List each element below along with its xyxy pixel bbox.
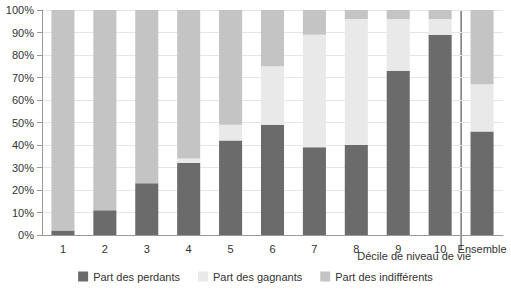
svg-text:Décile de niveau de vie: Décile de niveau de vie <box>357 250 471 262</box>
svg-text:1: 1 <box>60 243 66 255</box>
svg-text:Part des gagnants: Part des gagnants <box>213 271 303 283</box>
svg-text:Part des indifférents: Part des indifférents <box>335 271 433 283</box>
svg-text:Part des perdants: Part des perdants <box>93 271 180 283</box>
svg-text:Ensemble: Ensemble <box>458 243 507 255</box>
svg-text:0%: 0% <box>18 229 34 241</box>
svg-text:70%: 70% <box>12 72 34 84</box>
svg-text:20%: 20% <box>12 184 34 196</box>
svg-text:40%: 40% <box>12 139 34 151</box>
svg-text:2: 2 <box>102 243 108 255</box>
svg-text:50%: 50% <box>12 117 34 129</box>
svg-text:100%: 100% <box>6 4 34 16</box>
svg-text:8: 8 <box>353 243 359 255</box>
svg-text:30%: 30% <box>12 162 34 174</box>
svg-text:10%: 10% <box>12 207 34 219</box>
svg-text:3: 3 <box>144 243 150 255</box>
svg-text:90%: 90% <box>12 27 34 39</box>
svg-text:60%: 60% <box>12 94 34 106</box>
svg-text:80%: 80% <box>12 49 34 61</box>
svg-text:4: 4 <box>186 243 192 255</box>
svg-text:6: 6 <box>269 243 275 255</box>
svg-text:5: 5 <box>228 243 234 255</box>
svg-text:9: 9 <box>395 243 401 255</box>
svg-text:7: 7 <box>311 243 317 255</box>
svg-text:10: 10 <box>434 243 446 255</box>
